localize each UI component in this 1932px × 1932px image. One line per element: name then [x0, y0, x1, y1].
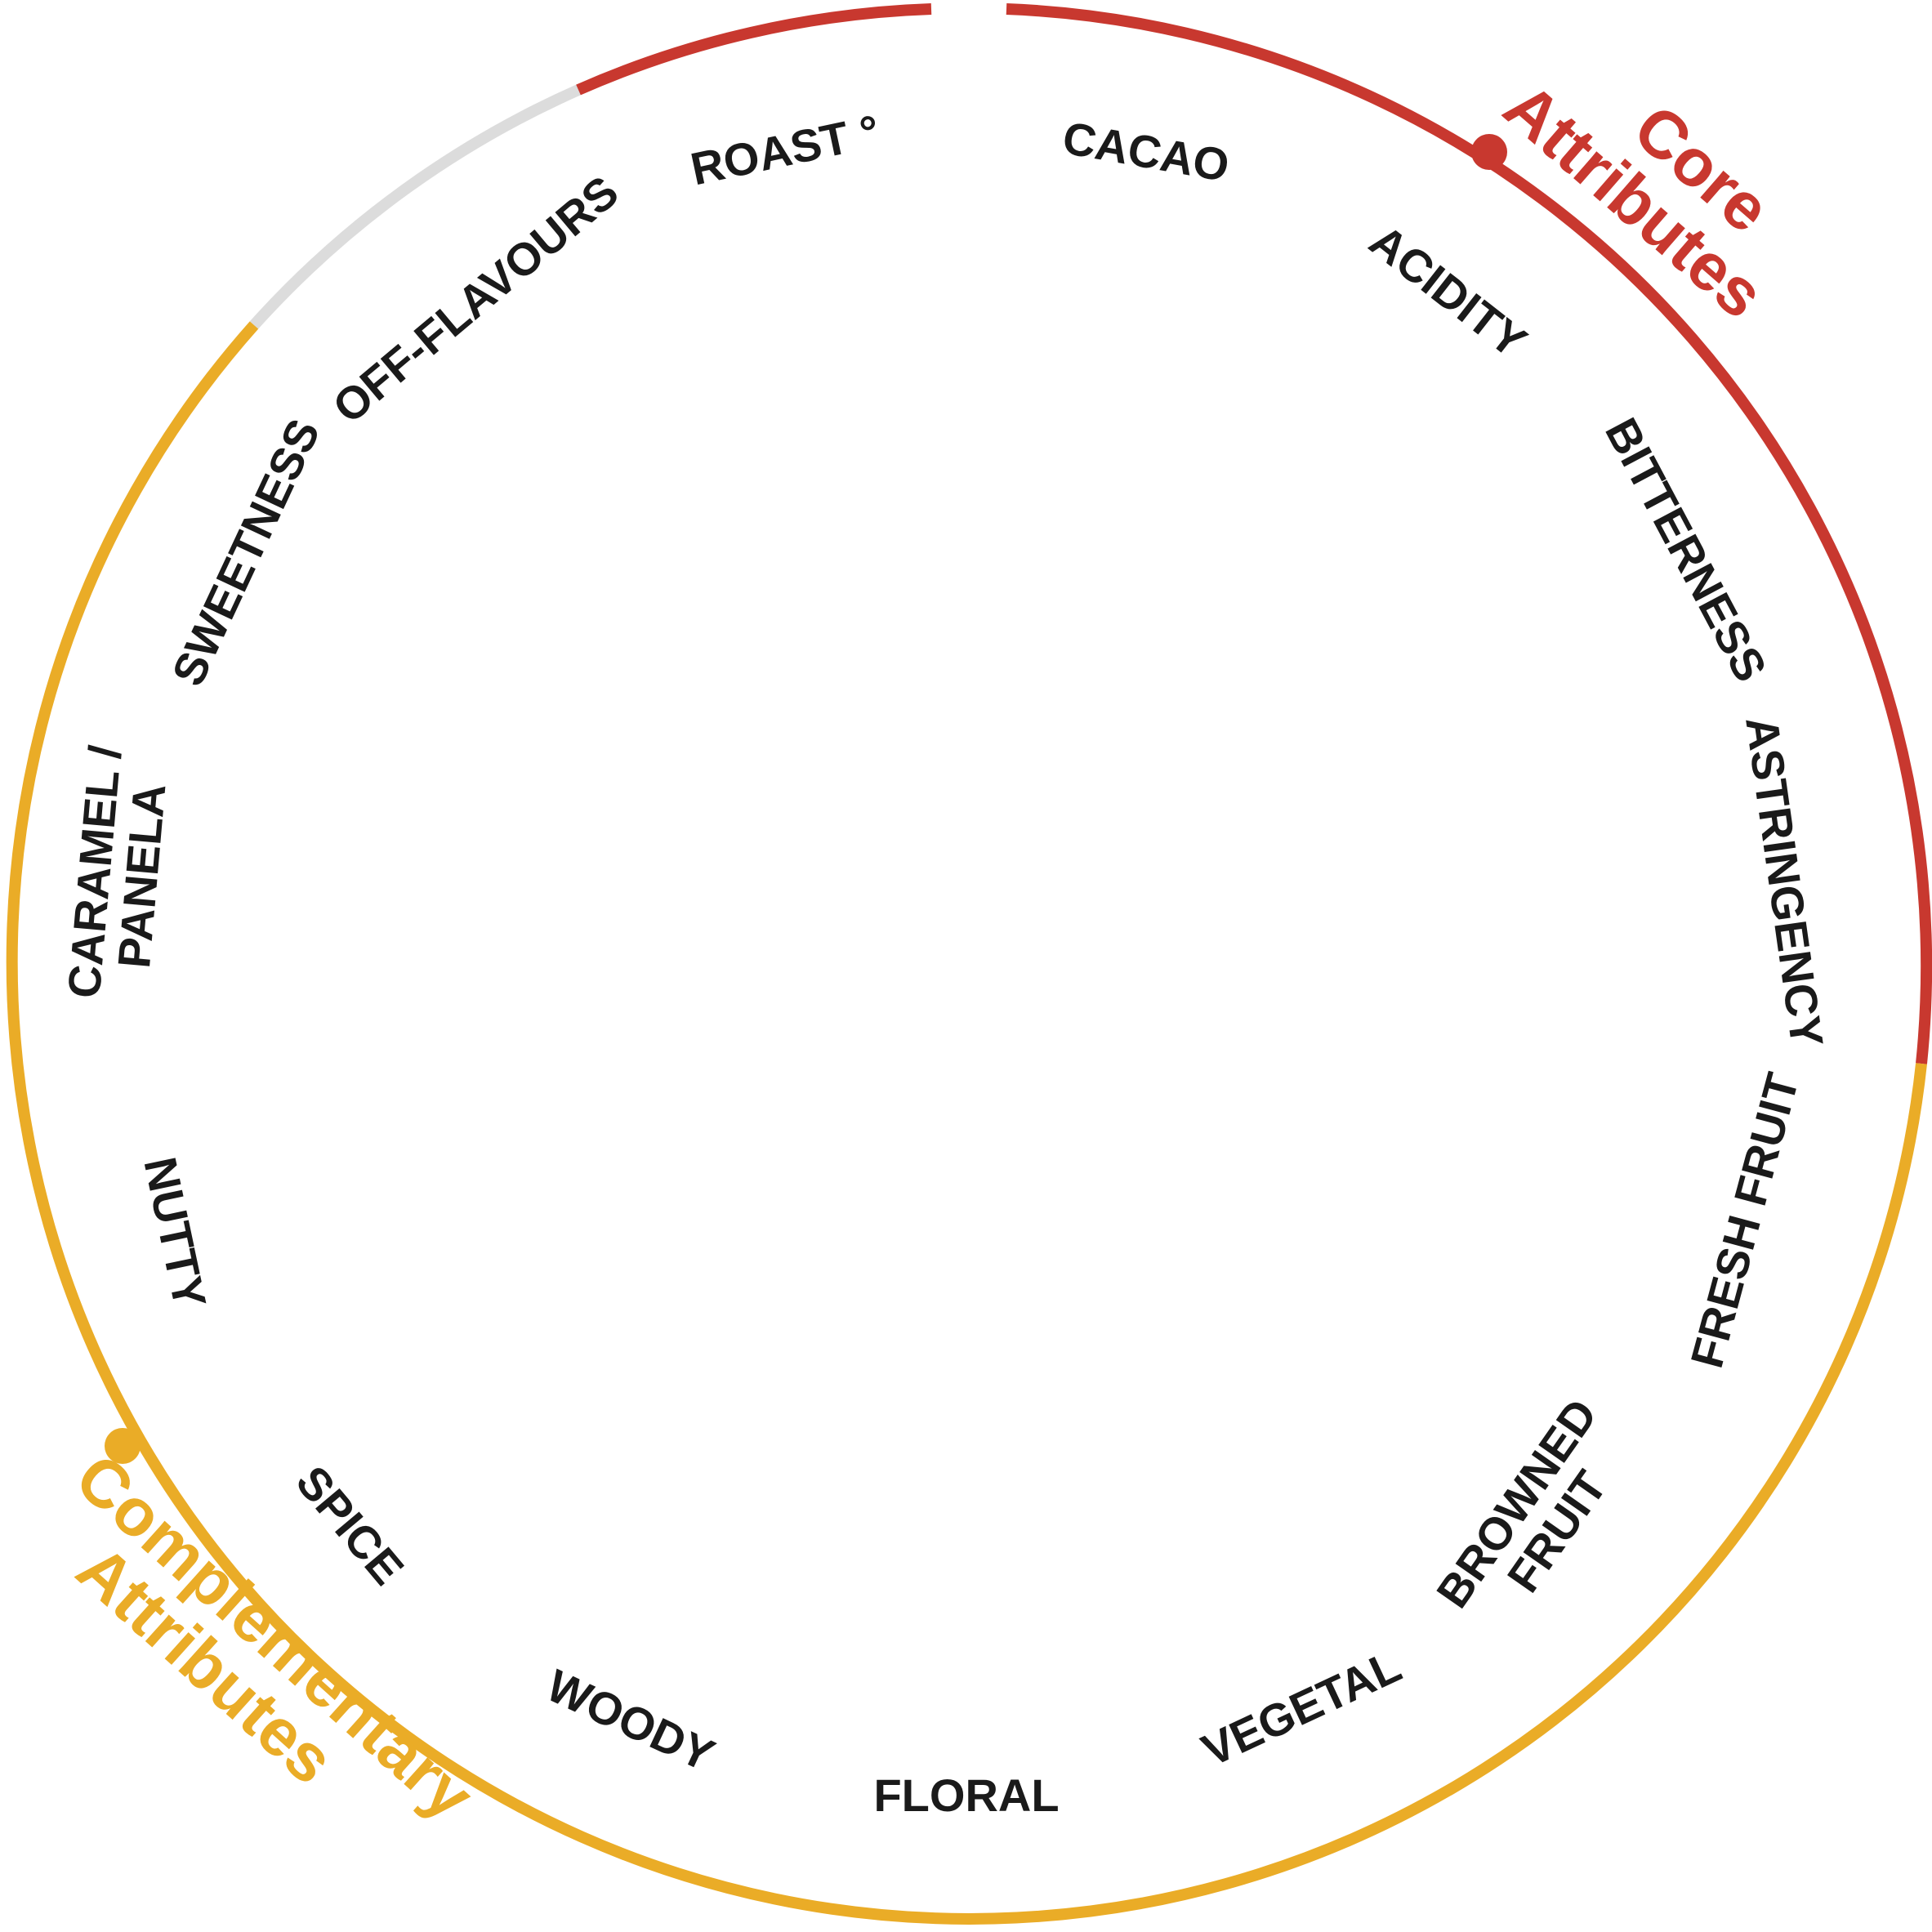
svg-text:ASTRINGENCY: ASTRINGENCY [1736, 713, 1833, 1050]
attribute-spice: SPICE [286, 1456, 413, 1594]
complementary-marker-dot [105, 1428, 141, 1464]
svg-text:BITTERNESS: BITTERNESS [1595, 409, 1777, 689]
attribute-off-flavours: OFF-FLAVOURS [323, 166, 627, 434]
attribute-vegetal: VEGETAL [1194, 1640, 1409, 1776]
complementary-attributes-label: Complementary Attributes [61, 1440, 488, 1835]
attribute-sweetness: SWEETNESS [162, 411, 330, 693]
attribute-roast: ROAST ° [686, 105, 884, 194]
svg-text:OFF-FLAVOURS: OFF-FLAVOURS [323, 166, 627, 434]
attribute-bitterness: BITTERNESS [1595, 409, 1777, 689]
attribute-nutty: NUTTY [134, 1153, 216, 1313]
attribute-caramel-panela: CARAMEL / PANELA [58, 743, 176, 1001]
ring-segment-roast [576, 3, 932, 96]
ring-segment-core [1006, 3, 1932, 1064]
attribute-floral: FLORAL [873, 1769, 1059, 1821]
svg-text:ACIDITY: ACIDITY [1360, 215, 1536, 368]
svg-text:FLORAL: FLORAL [873, 1769, 1059, 1821]
svg-text:FRESH FRUIT: FRESH FRUIT [1680, 1068, 1809, 1373]
attribute-astringency: ASTRINGENCY [1736, 713, 1833, 1050]
attribute-acidity: ACIDITY [1360, 215, 1536, 368]
attribute-cacao: CACAO [1059, 112, 1233, 192]
attribute-fresh-fruit: FRESH FRUIT [1680, 1068, 1809, 1373]
svg-text:CACAO: CACAO [1059, 112, 1233, 192]
svg-text:ROAST °: ROAST ° [686, 105, 884, 194]
ring-segment-neutral [249, 84, 581, 329]
attribute-woody: WOODY [539, 1659, 722, 1781]
svg-text:VEGETAL: VEGETAL [1194, 1640, 1409, 1776]
core-attributes-label: Core Attributes [1490, 69, 1783, 333]
svg-text:SPICE: SPICE [286, 1456, 413, 1594]
attribute-browned-fruit: BROWNED FRUIT [1426, 1390, 1617, 1617]
ring-segment-complementary [6, 321, 1927, 1925]
svg-text:NUTTY: NUTTY [134, 1153, 216, 1313]
svg-text:SWEETNESS: SWEETNESS [162, 411, 330, 693]
core-marker-dot [1471, 134, 1507, 170]
svg-text:WOODY: WOODY [539, 1659, 722, 1781]
